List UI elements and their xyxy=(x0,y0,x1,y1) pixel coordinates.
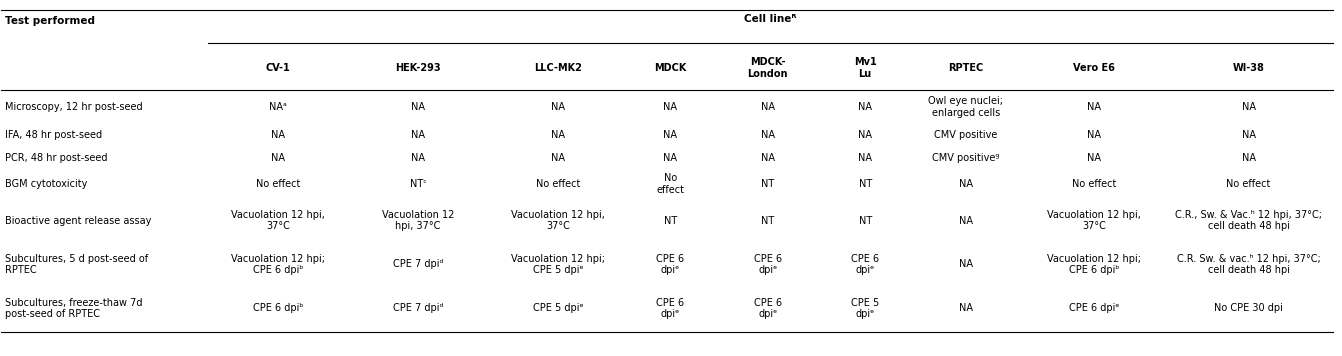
Text: Vacuolation 12 hpi;
CPE 6 dpiᵇ: Vacuolation 12 hpi; CPE 6 dpiᵇ xyxy=(1047,254,1141,275)
Text: NAᵃ: NAᵃ xyxy=(268,102,287,112)
Text: NA: NA xyxy=(271,153,285,163)
Text: Microscopy, 12 hr post-seed: Microscopy, 12 hr post-seed xyxy=(5,102,144,112)
Text: Test performed: Test performed xyxy=(5,16,95,26)
Text: NA: NA xyxy=(958,216,973,226)
Text: C.R. Sw. & vac.ʰ 12 hpi, 37°C;
cell death 48 hpi: C.R. Sw. & vac.ʰ 12 hpi, 37°C; cell deat… xyxy=(1177,254,1321,275)
Text: NT: NT xyxy=(859,216,872,226)
Text: Vacuolation 12 hpi,
37°C: Vacuolation 12 hpi, 37°C xyxy=(511,210,605,231)
Text: NA: NA xyxy=(761,130,774,140)
Text: Subcultures, freeze-thaw 7d
post-seed of RPTEC: Subcultures, freeze-thaw 7d post-seed of… xyxy=(5,298,142,319)
Text: No effect: No effect xyxy=(1227,179,1271,189)
Text: Vacuolation 12 hpi,
37°C: Vacuolation 12 hpi, 37°C xyxy=(1047,210,1141,231)
Text: NT: NT xyxy=(761,179,774,189)
Text: CPE 5 dpiᵉ: CPE 5 dpiᵉ xyxy=(533,303,584,313)
Text: PCR, 48 hr post-seed: PCR, 48 hr post-seed xyxy=(5,153,107,163)
Text: NA: NA xyxy=(858,153,872,163)
Text: CPE 6 dpiᵇ: CPE 6 dpiᵇ xyxy=(252,303,303,313)
Text: NA: NA xyxy=(958,179,973,189)
Text: Owl eye nuclei;
enlarged cells: Owl eye nuclei; enlarged cells xyxy=(929,96,1004,118)
Text: NA: NA xyxy=(663,153,678,163)
Text: NA: NA xyxy=(1241,102,1256,112)
Text: CV-1: CV-1 xyxy=(266,63,290,73)
Text: NA: NA xyxy=(552,153,565,163)
Text: LLC-MK2: LLC-MK2 xyxy=(534,63,582,73)
Text: No CPE 30 dpi: No CPE 30 dpi xyxy=(1215,303,1283,313)
Text: NA: NA xyxy=(411,102,425,112)
Text: CMV positive: CMV positive xyxy=(934,130,997,140)
Text: CPE 6
dpiᵉ: CPE 6 dpiᵉ xyxy=(656,298,684,319)
Text: MDCK-
London: MDCK- London xyxy=(747,57,788,79)
Text: NT: NT xyxy=(761,216,774,226)
Text: NT: NT xyxy=(859,179,872,189)
Text: RPTEC: RPTEC xyxy=(947,63,984,73)
Text: NA: NA xyxy=(761,153,774,163)
Text: NA: NA xyxy=(1241,130,1256,140)
Text: NA: NA xyxy=(1087,130,1102,140)
Text: Bioactive agent release assay: Bioactive agent release assay xyxy=(5,216,152,226)
Text: NA: NA xyxy=(858,102,872,112)
Text: Vacuolation 12 hpi;
CPE 6 dpiᵇ: Vacuolation 12 hpi; CPE 6 dpiᵇ xyxy=(231,254,325,275)
Text: C.R., Sw. & Vac.ʰ 12 hpi, 37°C;
cell death 48 hpi: C.R., Sw. & Vac.ʰ 12 hpi, 37°C; cell dea… xyxy=(1176,210,1322,231)
Text: NA: NA xyxy=(552,102,565,112)
Text: IFA, 48 hr post-seed: IFA, 48 hr post-seed xyxy=(5,130,102,140)
Text: NA: NA xyxy=(271,130,285,140)
Text: No effect: No effect xyxy=(1072,179,1117,189)
Text: Vero E6: Vero E6 xyxy=(1074,63,1115,73)
Text: No effect: No effect xyxy=(535,179,580,189)
Text: Vacuolation 12
hpi, 37°C: Vacuolation 12 hpi, 37°C xyxy=(382,210,454,231)
Text: CPE 6
dpiᵉ: CPE 6 dpiᵉ xyxy=(656,254,684,275)
Text: NA: NA xyxy=(858,130,872,140)
Text: NA: NA xyxy=(552,130,565,140)
Text: Vacuolation 12 hpi,
37°C: Vacuolation 12 hpi, 37°C xyxy=(231,210,325,231)
Text: NA: NA xyxy=(1241,153,1256,163)
Text: NA: NA xyxy=(411,153,425,163)
Text: NA: NA xyxy=(958,303,973,313)
Text: No
effect: No effect xyxy=(656,173,684,195)
Text: CPE 7 dpiᵈ: CPE 7 dpiᵈ xyxy=(393,303,443,313)
Text: NT: NT xyxy=(664,216,678,226)
Text: NA: NA xyxy=(761,102,774,112)
Text: CPE 6
dpiᵉ: CPE 6 dpiᵉ xyxy=(754,298,782,319)
Text: CPE 6
dpiᵉ: CPE 6 dpiᵉ xyxy=(851,254,879,275)
Text: NA: NA xyxy=(663,102,678,112)
Text: No effect: No effect xyxy=(256,179,301,189)
Text: WI-38: WI-38 xyxy=(1233,63,1264,73)
Text: CPE 6
dpiᵉ: CPE 6 dpiᵉ xyxy=(754,254,782,275)
Text: BGM cytotoxicity: BGM cytotoxicity xyxy=(5,179,87,189)
Text: NA: NA xyxy=(663,130,678,140)
Text: Mv1
Lu: Mv1 Lu xyxy=(854,57,876,79)
Text: CPE 7 dpiᵈ: CPE 7 dpiᵈ xyxy=(393,260,443,269)
Text: CMV positiveᵍ: CMV positiveᵍ xyxy=(933,153,1000,163)
Text: NTᶜ: NTᶜ xyxy=(409,179,427,189)
Text: Vacuolation 12 hpi;
CPE 5 dpiᵉ: Vacuolation 12 hpi; CPE 5 dpiᵉ xyxy=(511,254,605,275)
Text: MDCK: MDCK xyxy=(655,63,687,73)
Text: NA: NA xyxy=(1087,102,1102,112)
Text: Cell lineᴿ: Cell lineᴿ xyxy=(745,14,797,24)
Text: HEK-293: HEK-293 xyxy=(396,63,442,73)
Text: NA: NA xyxy=(958,260,973,269)
Text: CPE 6 dpiᵉ: CPE 6 dpiᵉ xyxy=(1070,303,1119,313)
Text: Subcultures, 5 d post-seed of
RPTEC: Subcultures, 5 d post-seed of RPTEC xyxy=(5,254,149,275)
Text: NA: NA xyxy=(1087,153,1102,163)
Text: NA: NA xyxy=(411,130,425,140)
Text: CPE 5
dpiᵉ: CPE 5 dpiᵉ xyxy=(851,298,879,319)
